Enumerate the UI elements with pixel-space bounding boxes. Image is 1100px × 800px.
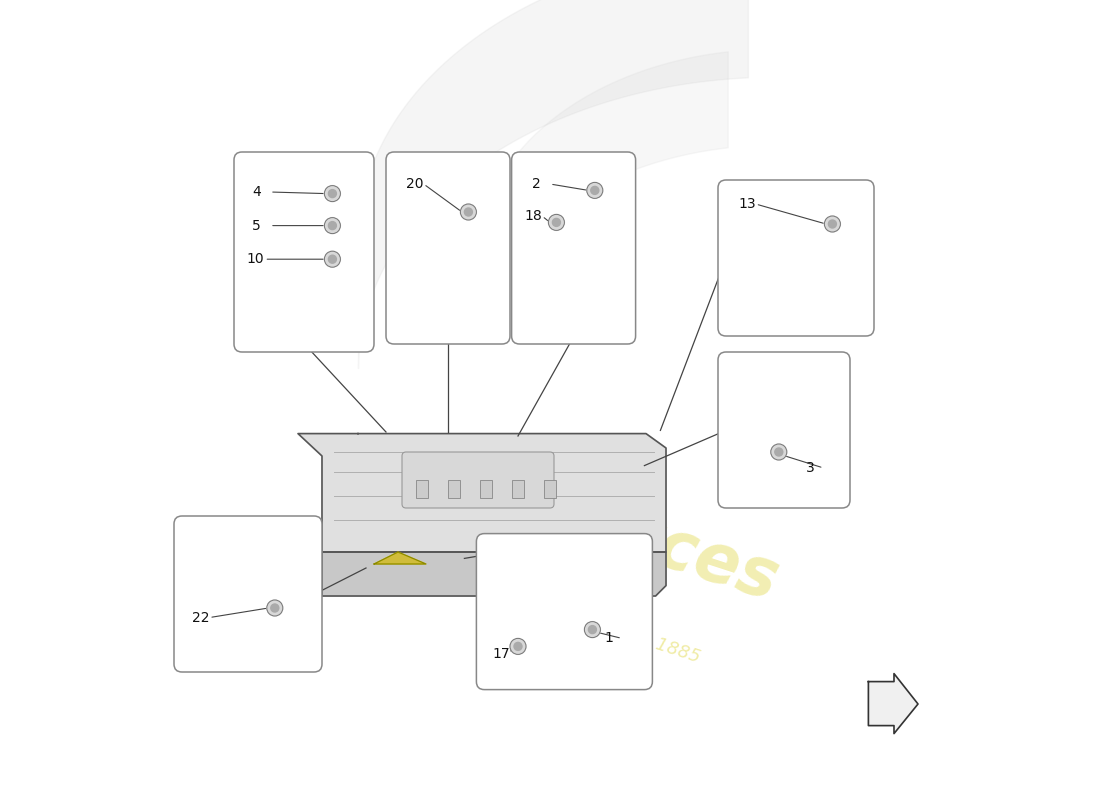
Circle shape [271,604,278,612]
Bar [448,480,461,498]
Circle shape [552,218,560,226]
Circle shape [771,444,786,460]
Text: 17: 17 [493,646,510,661]
Circle shape [828,220,836,228]
Polygon shape [374,552,426,564]
Text: 5: 5 [252,218,261,233]
Circle shape [329,255,337,263]
Bar [480,480,493,498]
Text: 20: 20 [406,177,424,191]
FancyBboxPatch shape [386,152,510,344]
Circle shape [549,214,564,230]
Bar [416,480,428,498]
Text: 3: 3 [806,461,815,475]
Text: 10: 10 [246,252,264,266]
FancyBboxPatch shape [718,352,850,508]
Circle shape [586,182,603,198]
Circle shape [329,190,337,198]
FancyBboxPatch shape [402,452,554,508]
Polygon shape [868,674,918,734]
Circle shape [329,222,337,230]
Text: 4: 4 [252,185,261,199]
Text: 18: 18 [525,209,542,223]
Circle shape [324,251,340,267]
Text: eucarces: eucarces [449,449,788,615]
FancyBboxPatch shape [234,152,374,352]
Circle shape [324,218,340,234]
Text: 22: 22 [191,610,209,625]
Circle shape [514,642,522,650]
Circle shape [588,626,596,634]
Circle shape [591,186,598,194]
Circle shape [324,186,340,202]
FancyBboxPatch shape [174,516,322,672]
Circle shape [464,208,472,216]
FancyBboxPatch shape [718,180,875,336]
Text: 2: 2 [532,177,541,191]
Bar [543,480,557,498]
Bar [512,480,525,498]
Circle shape [461,204,476,220]
Circle shape [774,448,783,456]
Text: 1: 1 [604,631,614,646]
Circle shape [510,638,526,654]
Text: 13: 13 [738,197,756,211]
FancyBboxPatch shape [476,534,652,690]
Circle shape [584,622,601,638]
Polygon shape [298,434,666,552]
Circle shape [267,600,283,616]
Polygon shape [322,552,666,596]
Text: a passion for fans since 1885: a passion for fans since 1885 [446,568,702,667]
Circle shape [824,216,840,232]
FancyBboxPatch shape [512,152,636,344]
